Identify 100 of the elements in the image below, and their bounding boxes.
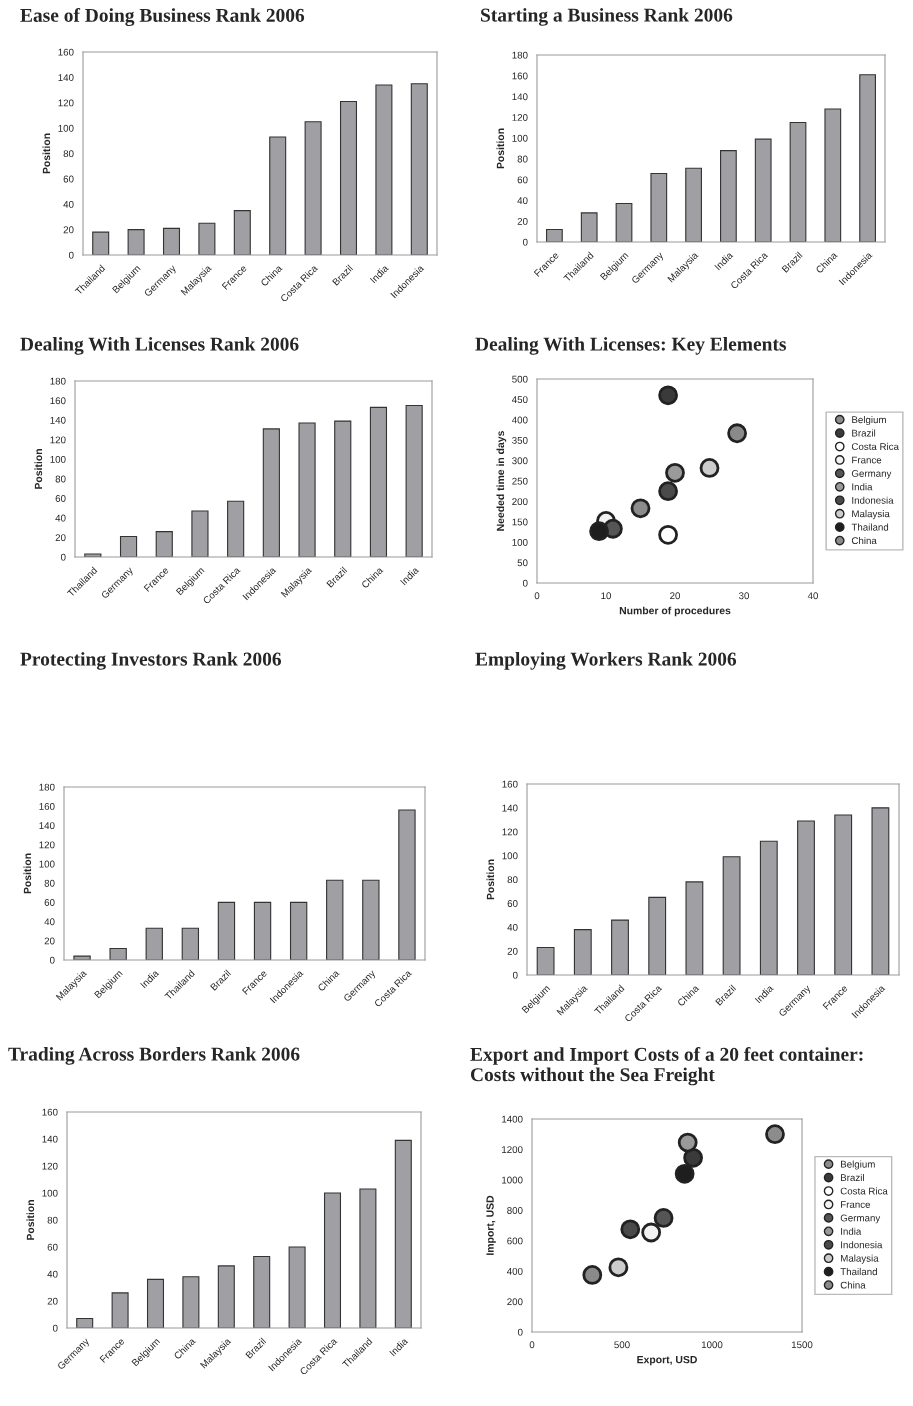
chart-title: Dealing With Licenses: Key Elements — [475, 337, 787, 355]
y-tick-label: 100 — [50, 455, 66, 463]
point — [620, 1219, 641, 1240]
point — [658, 481, 678, 502]
point — [699, 458, 720, 478]
y-axis-title: Position — [486, 859, 495, 900]
y-axis-title: Position — [26, 1200, 35, 1240]
y-axis-title: Position — [496, 128, 505, 169]
y-tick-label: 120 — [39, 841, 55, 849]
y-tick-label: 20 — [63, 226, 74, 234]
point — [582, 1265, 603, 1285]
y-tick-label: 60 — [44, 899, 55, 906]
legend-label: Costa Rica — [851, 442, 899, 451]
y-tick-label: 160 — [58, 48, 74, 56]
y-tick-label: 140 — [502, 804, 518, 812]
y-tick-label: 140 — [50, 416, 66, 424]
y-tick-label: 800 — [507, 1207, 523, 1214]
y-tick-label: 40 — [517, 197, 528, 205]
x-tick-label: 10 — [601, 592, 612, 600]
y-tick-label: 500 — [512, 375, 528, 383]
x-tick-label: 20 — [670, 592, 681, 600]
point — [630, 498, 651, 519]
legend-label: Indonesia — [841, 1241, 883, 1249]
y-tick-label: 140 — [512, 93, 528, 101]
point — [727, 423, 747, 444]
y-tick-label: 180 — [512, 51, 528, 59]
legend-label: Thailand — [851, 523, 889, 531]
y-tick-label: 140 — [42, 1135, 58, 1143]
y-tick-label: 120 — [58, 99, 74, 107]
y-tick-label: 1400 — [502, 1115, 523, 1123]
y-tick-label: 80 — [63, 150, 74, 158]
point — [641, 1222, 662, 1243]
y-tick-label: 60 — [507, 900, 518, 907]
chart-title: Employing Workers Rank 2006 — [475, 652, 737, 670]
legend-label: India — [841, 1227, 862, 1235]
y-tick-label: 20 — [44, 937, 55, 945]
y-tick-label: 160 — [512, 72, 528, 80]
y-tick-label: 40 — [507, 923, 518, 931]
y-tick-label: 200 — [507, 1298, 523, 1306]
y-tick-label: 40 — [63, 200, 74, 208]
y-tick-label: 20 — [517, 217, 528, 225]
y-tick-label: 1000 — [502, 1176, 523, 1184]
y-tick-label: 0 — [517, 1328, 523, 1336]
y-tick-label: 60 — [55, 495, 66, 502]
x-tick-label: 30 — [738, 592, 750, 600]
legend-label: France — [852, 456, 882, 464]
chart-title: Trading Across Borders Rank 2006 — [8, 1047, 300, 1065]
chart-title: Ease of Doing Business Rank 2006 — [20, 8, 305, 26]
y-axis-title: Import, USD — [486, 1195, 496, 1255]
x-axis-title: Export, USD — [637, 1355, 697, 1366]
y-tick-label: 160 — [39, 802, 55, 810]
legend-label: Brazil — [852, 429, 876, 437]
y-tick-label: 140 — [39, 822, 55, 830]
y-tick-label: 50 — [517, 559, 528, 567]
y-axis-title: Needed time in days — [496, 431, 507, 531]
y-tick-label: 100 — [58, 124, 74, 132]
y-tick-label: 300 — [512, 457, 528, 465]
y-tick-label: 160 — [50, 397, 66, 405]
x-tick-label: 1000 — [701, 1341, 723, 1349]
y-tick-label: 100 — [39, 860, 55, 868]
y-tick-label: 40 — [55, 514, 66, 522]
legend-label: Malaysia — [852, 510, 890, 520]
point — [608, 1257, 629, 1278]
x-tick-label: 40 — [807, 592, 819, 600]
y-tick-label: 120 — [512, 114, 528, 121]
y-tick-label: 400 — [511, 416, 528, 424]
y-axis-title: Position — [42, 133, 51, 174]
y-tick-label: 60 — [63, 175, 74, 183]
legend-label: France — [841, 1201, 871, 1208]
point — [653, 1208, 674, 1228]
x-tick-label: 0 — [529, 1341, 535, 1349]
y-tick-label: 100 — [502, 852, 518, 860]
y-tick-label: 0 — [49, 956, 55, 964]
legend-label: Indonesia — [852, 496, 894, 504]
legend-label: Germany — [851, 470, 892, 479]
point — [658, 385, 678, 406]
y-axis-title: Position — [23, 853, 32, 894]
y-tick-label: 60 — [47, 1243, 58, 1251]
chart-title: Export and Import Costs of a 20 feet container: Costs without the Sea Freight — [470, 1047, 863, 1086]
y-tick-label: 40 — [44, 918, 55, 926]
y-tick-label: 120 — [50, 436, 66, 444]
legend-label: Brazil — [841, 1173, 864, 1182]
x-tick-label: 1500 — [791, 1341, 813, 1349]
y-tick-label: 20 — [55, 534, 66, 542]
y-tick-label: 20 — [47, 1297, 58, 1305]
y-tick-label: 80 — [507, 876, 518, 884]
y-tick-label: 350 — [512, 436, 528, 444]
point — [658, 524, 678, 545]
legend-label: Belgium — [852, 416, 886, 426]
y-tick-label: 160 — [42, 1108, 58, 1116]
chart-title: Protecting Investors Rank 2006 — [20, 652, 282, 670]
y-tick-label: 0 — [60, 553, 66, 561]
y-tick-label: 120 — [502, 828, 518, 836]
y-tick-label: 20 — [507, 947, 518, 955]
chart-title: Dealing With Licenses Rank 2006 — [20, 337, 299, 355]
y-tick-label: 0 — [522, 238, 528, 246]
y-tick-label: 60 — [517, 176, 528, 184]
point — [665, 462, 685, 483]
x-tick-label: 0 — [534, 592, 540, 600]
y-tick-label: 180 — [50, 377, 66, 385]
